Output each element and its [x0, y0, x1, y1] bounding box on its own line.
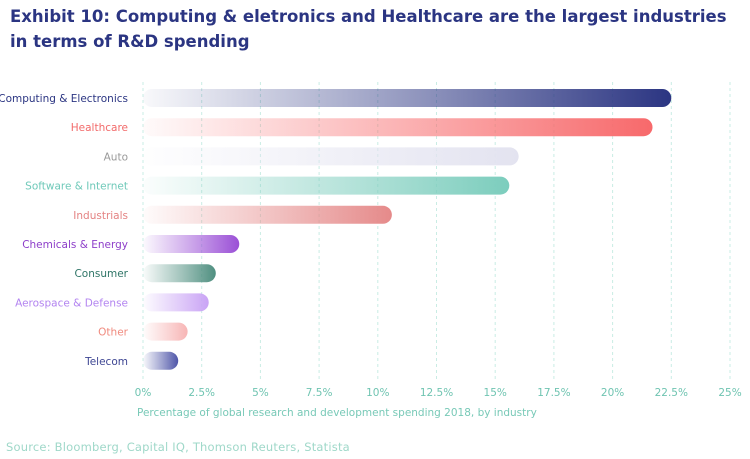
- x-tick-label: 12.5%: [420, 387, 453, 399]
- bar-computing-electronics: [143, 89, 672, 107]
- bar-auto: [143, 147, 519, 166]
- category-label: Chemicals & Energy: [22, 239, 128, 251]
- bar-industrials: [143, 205, 392, 224]
- bar-healthcare: [143, 118, 653, 137]
- category-label: Software & Internet: [25, 181, 128, 193]
- x-tick-label: 22.5%: [655, 387, 688, 399]
- x-tick-label: 5%: [252, 387, 269, 399]
- category-label: Industrials: [73, 210, 128, 222]
- source-note: Source: Bloomberg, Capital IQ, Thomson R…: [6, 440, 350, 454]
- category-label: Auto: [104, 151, 128, 163]
- bar-telecom: [143, 351, 179, 370]
- x-tick-label: 17.5%: [537, 387, 570, 399]
- bar-aerospace-defense: [143, 293, 209, 312]
- bars: [143, 89, 672, 370]
- bar-software-internet: [143, 176, 510, 195]
- category-label: Telecom: [84, 356, 128, 368]
- x-tick-labels: 0% 2.5% 5% 7.5% 10% 12.5% 15% 17.5% 20% 22.5% 25%: [135, 387, 742, 399]
- x-tick-label: 2.5%: [188, 387, 215, 399]
- bar-consumer: [143, 264, 216, 283]
- bar-chemicals-energy: [143, 235, 240, 253]
- category-label: Other: [98, 327, 128, 339]
- category-label: Consumer: [74, 268, 128, 280]
- x-tick-label: 0%: [135, 387, 152, 399]
- x-axis-label: Percentage of global research and develo…: [137, 407, 537, 419]
- category-label: Computing & Electronics: [0, 93, 128, 105]
- chart-title: Exhibit 10: Computing & eletronics and H…: [10, 7, 727, 51]
- bar-other: [143, 322, 188, 341]
- x-tick-label: 20%: [601, 387, 624, 399]
- category-labels: Computing & Electronics Healthcare Auto Sof…: [0, 93, 129, 368]
- x-tick-label: 15%: [484, 387, 507, 399]
- category-label: Healthcare: [71, 122, 128, 134]
- x-tick-label: 25%: [718, 387, 741, 399]
- category-label: Aerospace & Defense: [15, 297, 128, 309]
- x-tick-label: 7.5%: [306, 387, 333, 399]
- x-tick-label: 10%: [366, 387, 389, 399]
